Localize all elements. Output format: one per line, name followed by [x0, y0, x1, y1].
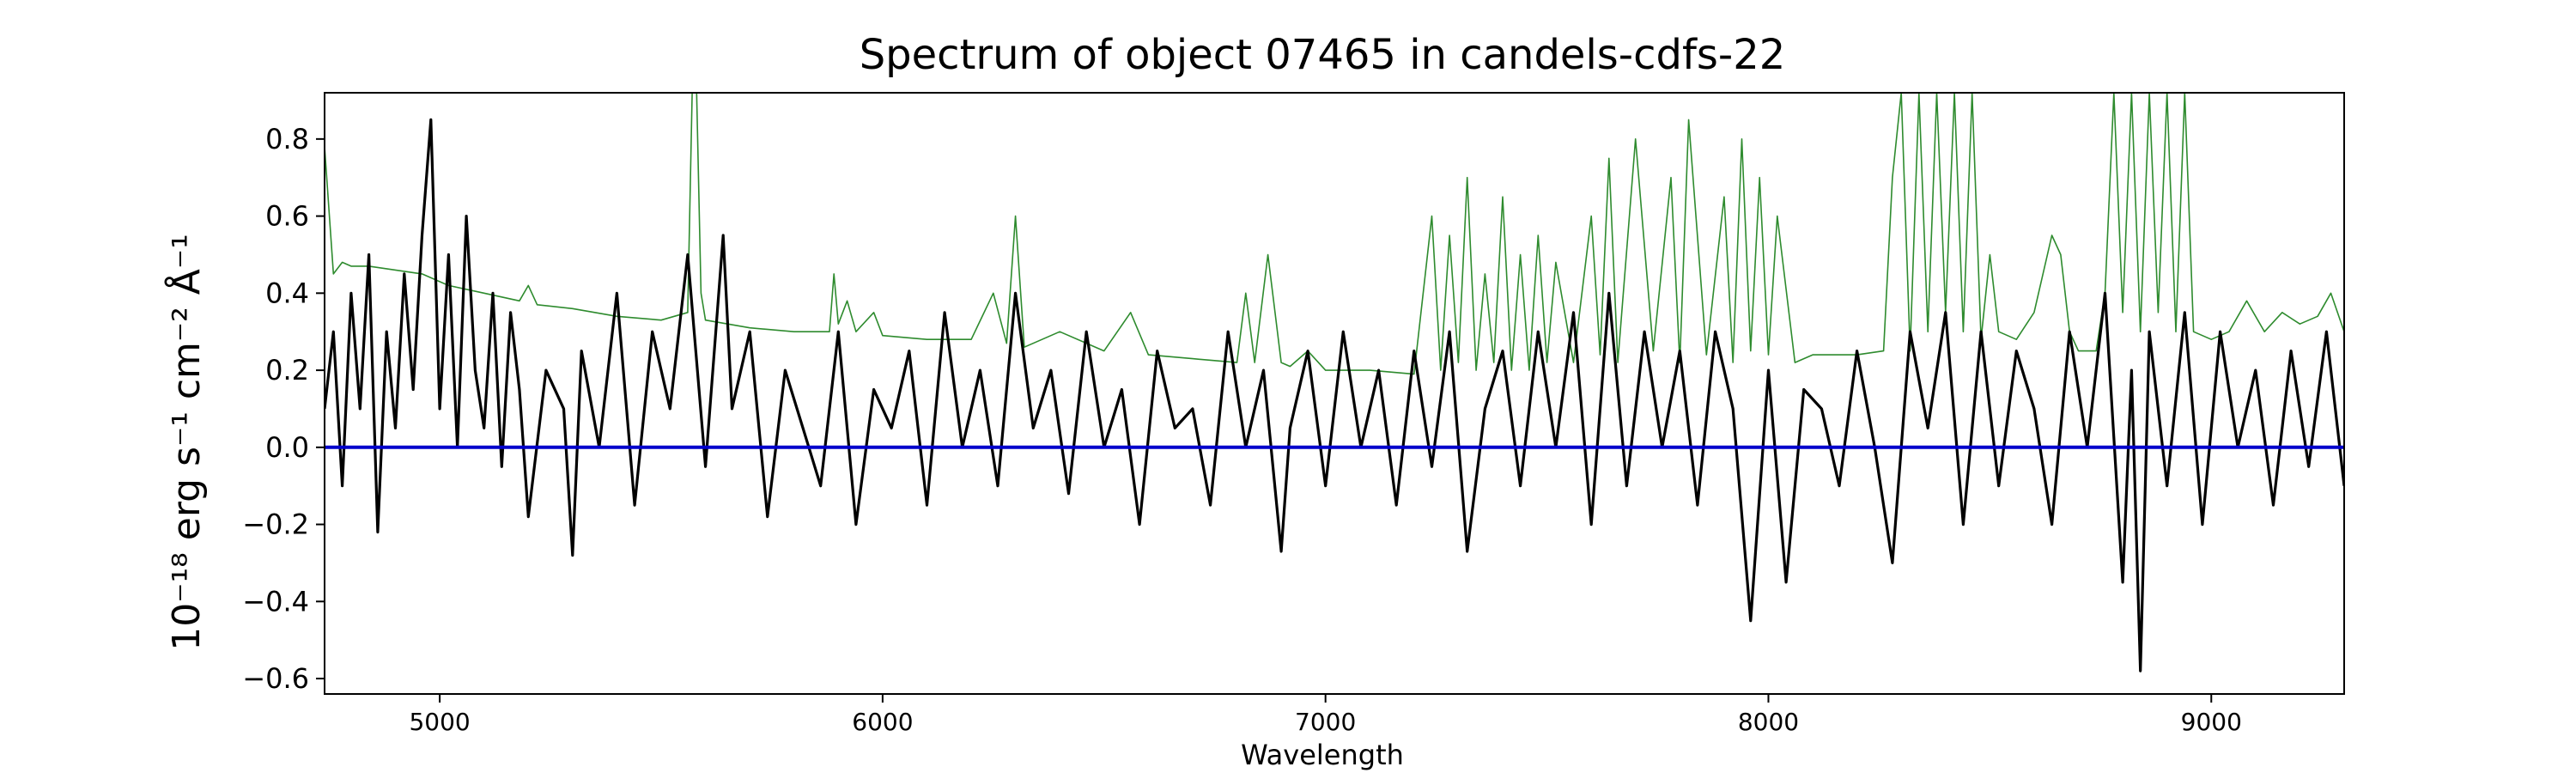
- x-tick-label: 6000: [852, 708, 913, 736]
- y-tick-label: −0.2: [242, 508, 309, 541]
- x-axis-label: Wavelength: [1241, 739, 1404, 771]
- y-tick-label: 0.8: [265, 123, 309, 155]
- x-tick-label: 8000: [1738, 708, 1799, 736]
- x-tick-label: 7000: [1295, 708, 1356, 736]
- series-line-0: [325, 118, 2344, 673]
- y-tick-label: 0.6: [265, 200, 309, 233]
- x-tick-label: 5000: [409, 708, 470, 736]
- y-tick-label: −0.4: [242, 585, 309, 618]
- y-axis-label: 10⁻¹⁸ erg s⁻¹ cm⁻² Å⁻¹: [163, 234, 209, 650]
- y-tick-label: 0.4: [265, 277, 309, 309]
- plot-frame: [324, 92, 2345, 695]
- x-ticks: 5000 6000 7000 8000 9000: [409, 694, 2242, 736]
- y-tick-label: 0.2: [265, 354, 309, 386]
- y-tick-label: −0.6: [242, 662, 309, 695]
- chart-title: Spectrum of object 07465 in candels-cdfs…: [860, 31, 1786, 79]
- x-tick-label: 9000: [2181, 708, 2242, 736]
- series-group: [325, 93, 2344, 673]
- y-ticks: −0.6 −0.4 −0.2 0.0 0.2 0.4 0.6 0.8: [242, 123, 325, 695]
- series-line-1: [325, 93, 2344, 375]
- y-tick-label: 0.0: [265, 431, 309, 464]
